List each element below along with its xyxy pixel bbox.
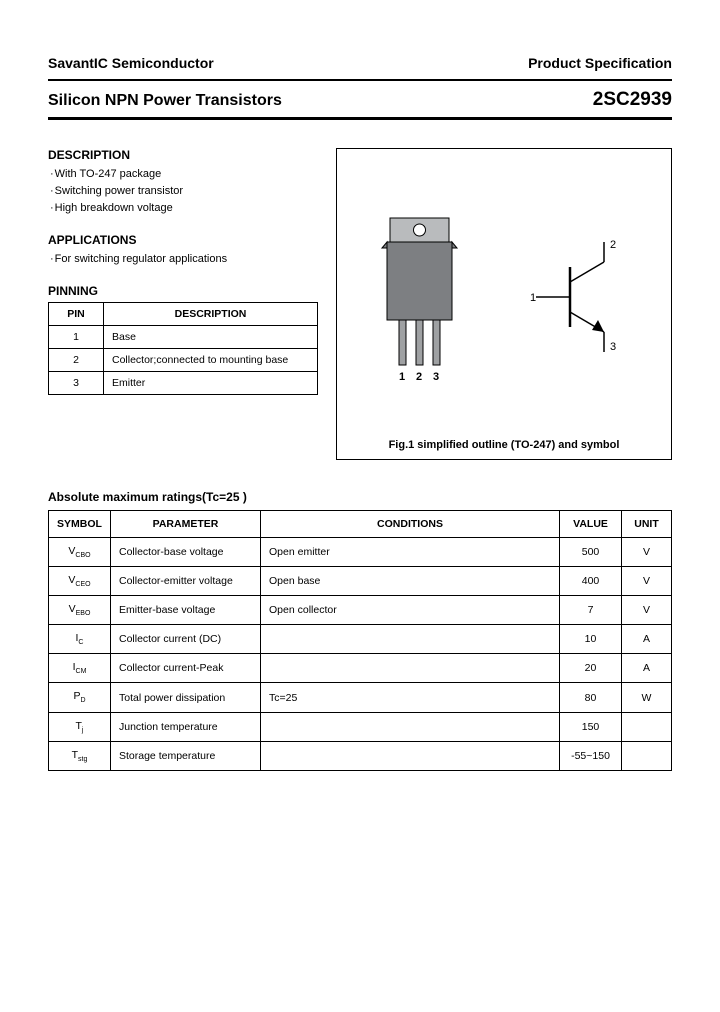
amr-conditions: Open collector xyxy=(261,596,560,625)
amr-value: 150 xyxy=(560,712,622,741)
amr-parameter: Collector-base voltage xyxy=(111,538,261,567)
amr-col-unit: UNIT xyxy=(622,511,672,538)
pinning-table: PIN DESCRIPTION 1 Base 2 Collector;conne… xyxy=(48,302,318,395)
figure-caption: Fig.1 simplified outline (TO-247) and sy… xyxy=(347,439,661,451)
amr-unit xyxy=(622,712,672,741)
amr-conditions xyxy=(261,741,560,770)
svg-text:2: 2 xyxy=(416,371,422,383)
amr-conditions xyxy=(261,712,560,741)
amr-conditions: Open base xyxy=(261,567,560,596)
amr-symbol: VCEO xyxy=(49,567,111,596)
table-row: 3 Emitter xyxy=(49,372,318,395)
company-name: SavantIC Semiconductor xyxy=(48,55,214,71)
table-row: VCEOCollector-emitter voltageOpen base40… xyxy=(49,567,672,596)
product-family: Silicon NPN Power Transistors xyxy=(48,92,282,110)
desc-item: High breakdown voltage xyxy=(50,200,318,217)
package-outline-icon: 1 2 3 xyxy=(372,210,467,385)
amr-table: SYMBOL PARAMETER CONDITIONS VALUE UNIT V… xyxy=(48,510,672,771)
amr-unit: V xyxy=(622,538,672,567)
amr-parameter: Emitter-base voltage xyxy=(111,596,261,625)
table-row: VCBOCollector-base voltageOpen emitter50… xyxy=(49,538,672,567)
pin-col-desc: DESCRIPTION xyxy=(104,303,318,326)
svg-text:1: 1 xyxy=(399,371,405,383)
amr-symbol: VEBO xyxy=(49,596,111,625)
amr-symbol: Tstg xyxy=(49,741,111,770)
app-item: For switching regulator applications xyxy=(50,251,318,268)
amr-conditions: Open emitter xyxy=(261,538,560,567)
table-row: 2 Collector;connected to mounting base xyxy=(49,349,318,372)
amr-value: 7 xyxy=(560,596,622,625)
amr-col-value: VALUE xyxy=(560,511,622,538)
amr-heading: Absolute maximum ratings(Tc=25 ) xyxy=(48,490,672,504)
transistor-symbol-icon: 1 2 3 xyxy=(526,232,636,362)
table-row: ICCollector current (DC) 10A xyxy=(49,625,672,654)
svg-text:3: 3 xyxy=(610,341,616,353)
amr-unit: A xyxy=(622,625,672,654)
description-heading: DESCRIPTION xyxy=(48,148,318,162)
amr-conditions xyxy=(261,625,560,654)
amr-col-conditions: CONDITIONS xyxy=(261,511,560,538)
amr-col-symbol: SYMBOL xyxy=(49,511,111,538)
part-number: 2SC2939 xyxy=(593,89,672,111)
svg-text:1: 1 xyxy=(530,292,536,304)
amr-unit: V xyxy=(622,596,672,625)
amr-value: 80 xyxy=(560,683,622,712)
table-row: PDTotal power dissipationTc=25 80W xyxy=(49,683,672,712)
amr-parameter: Storage temperature xyxy=(111,741,261,770)
table-row: TstgStorage temperature -55~150 xyxy=(49,741,672,770)
amr-unit: V xyxy=(622,567,672,596)
amr-unit xyxy=(622,741,672,770)
amr-value: 400 xyxy=(560,567,622,596)
table-row: TjJunction temperature 150 xyxy=(49,712,672,741)
amr-col-parameter: PARAMETER xyxy=(111,511,261,538)
amr-value: 500 xyxy=(560,538,622,567)
amr-unit: A xyxy=(622,654,672,683)
doc-type: Product Specification xyxy=(528,55,672,71)
amr-unit: W xyxy=(622,683,672,712)
amr-symbol: IC xyxy=(49,625,111,654)
amr-value: -55~150 xyxy=(560,741,622,770)
amr-symbol: Tj xyxy=(49,712,111,741)
amr-conditions xyxy=(261,654,560,683)
amr-value: 20 xyxy=(560,654,622,683)
amr-symbol: ICM xyxy=(49,654,111,683)
applications-heading: APPLICATIONS xyxy=(48,233,318,247)
amr-value: 10 xyxy=(560,625,622,654)
svg-text:3: 3 xyxy=(433,371,439,383)
figure-box: 1 2 3 1 2 3 Fig.1 simpli xyxy=(336,148,672,460)
amr-parameter: Collector current-Peak xyxy=(111,654,261,683)
amr-parameter: Collector current (DC) xyxy=(111,625,261,654)
pinning-heading: PINNING xyxy=(48,284,318,298)
amr-parameter: Junction temperature xyxy=(111,712,261,741)
svg-text:2: 2 xyxy=(610,239,616,251)
amr-parameter: Collector-emitter voltage xyxy=(111,567,261,596)
amr-parameter: Total power dissipation xyxy=(111,683,261,712)
amr-conditions: Tc=25 xyxy=(261,683,560,712)
desc-item: Switching power transistor xyxy=(50,183,318,200)
desc-item: With TO-247 package xyxy=(50,166,318,183)
amr-symbol: VCBO xyxy=(49,538,111,567)
amr-symbol: PD xyxy=(49,683,111,712)
table-row: VEBOEmitter-base voltageOpen collector7V xyxy=(49,596,672,625)
table-row: ICMCollector current-Peak 20A xyxy=(49,654,672,683)
table-row: 1 Base xyxy=(49,326,318,349)
pin-col-pin: PIN xyxy=(49,303,104,326)
